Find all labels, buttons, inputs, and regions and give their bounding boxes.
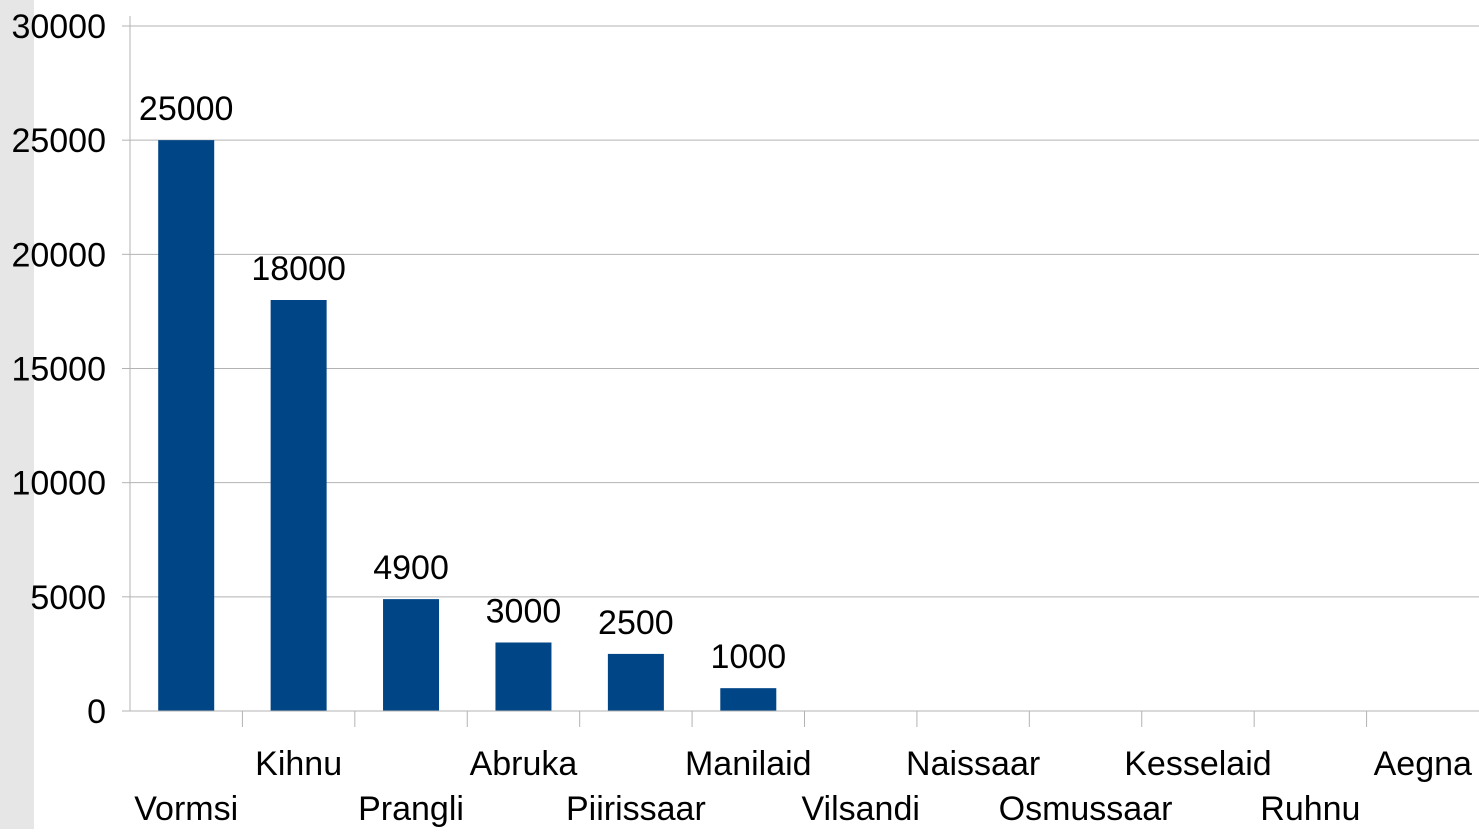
y-tick-label: 0 <box>87 693 106 731</box>
x-tick-label: Piirissaar <box>566 790 706 828</box>
data-label: 3000 <box>486 593 562 631</box>
x-tick-label: Aegna <box>1374 745 1472 783</box>
x-tick-label: Vormsi <box>134 790 238 828</box>
x-tick-label: Naissaar <box>906 745 1040 783</box>
data-label: 2500 <box>598 604 674 642</box>
y-tick-label: 20000 <box>11 236 106 274</box>
x-tick-label: Kihnu <box>255 745 342 783</box>
x-tick-label: Kesselaid <box>1124 745 1271 783</box>
bar <box>720 688 777 711</box>
x-tick-label: Manilaid <box>685 745 812 783</box>
x-tick-label: Ruhnu <box>1260 790 1360 828</box>
bars <box>158 140 777 711</box>
data-label: 4900 <box>373 549 449 587</box>
data-label: 25000 <box>139 90 234 128</box>
y-tick-label: 25000 <box>11 122 106 160</box>
labels: 0 5000 10000 15000 20000 25000 30000 25000 Vorms… <box>11 8 1472 828</box>
bar <box>607 653 664 711</box>
y-tick-label: 10000 <box>11 465 106 503</box>
bar <box>495 642 552 711</box>
left-edge-stripe <box>0 0 34 829</box>
x-tick-label: Vilsandi <box>801 790 919 828</box>
x-tick-label: Osmussaar <box>999 790 1173 828</box>
bar <box>270 300 327 711</box>
gridlines <box>130 25 1479 598</box>
bar <box>383 599 440 711</box>
y-tick-label: 15000 <box>11 351 106 389</box>
x-tick-label: Abruka <box>470 745 578 783</box>
bar <box>158 140 215 711</box>
x-tick-label: Prangli <box>358 790 464 828</box>
y-tick-label: 5000 <box>30 579 106 617</box>
data-label: 18000 <box>251 250 346 288</box>
y-tick-label: 30000 <box>11 8 106 46</box>
axes <box>122 16 1479 727</box>
data-label: 1000 <box>710 638 786 676</box>
